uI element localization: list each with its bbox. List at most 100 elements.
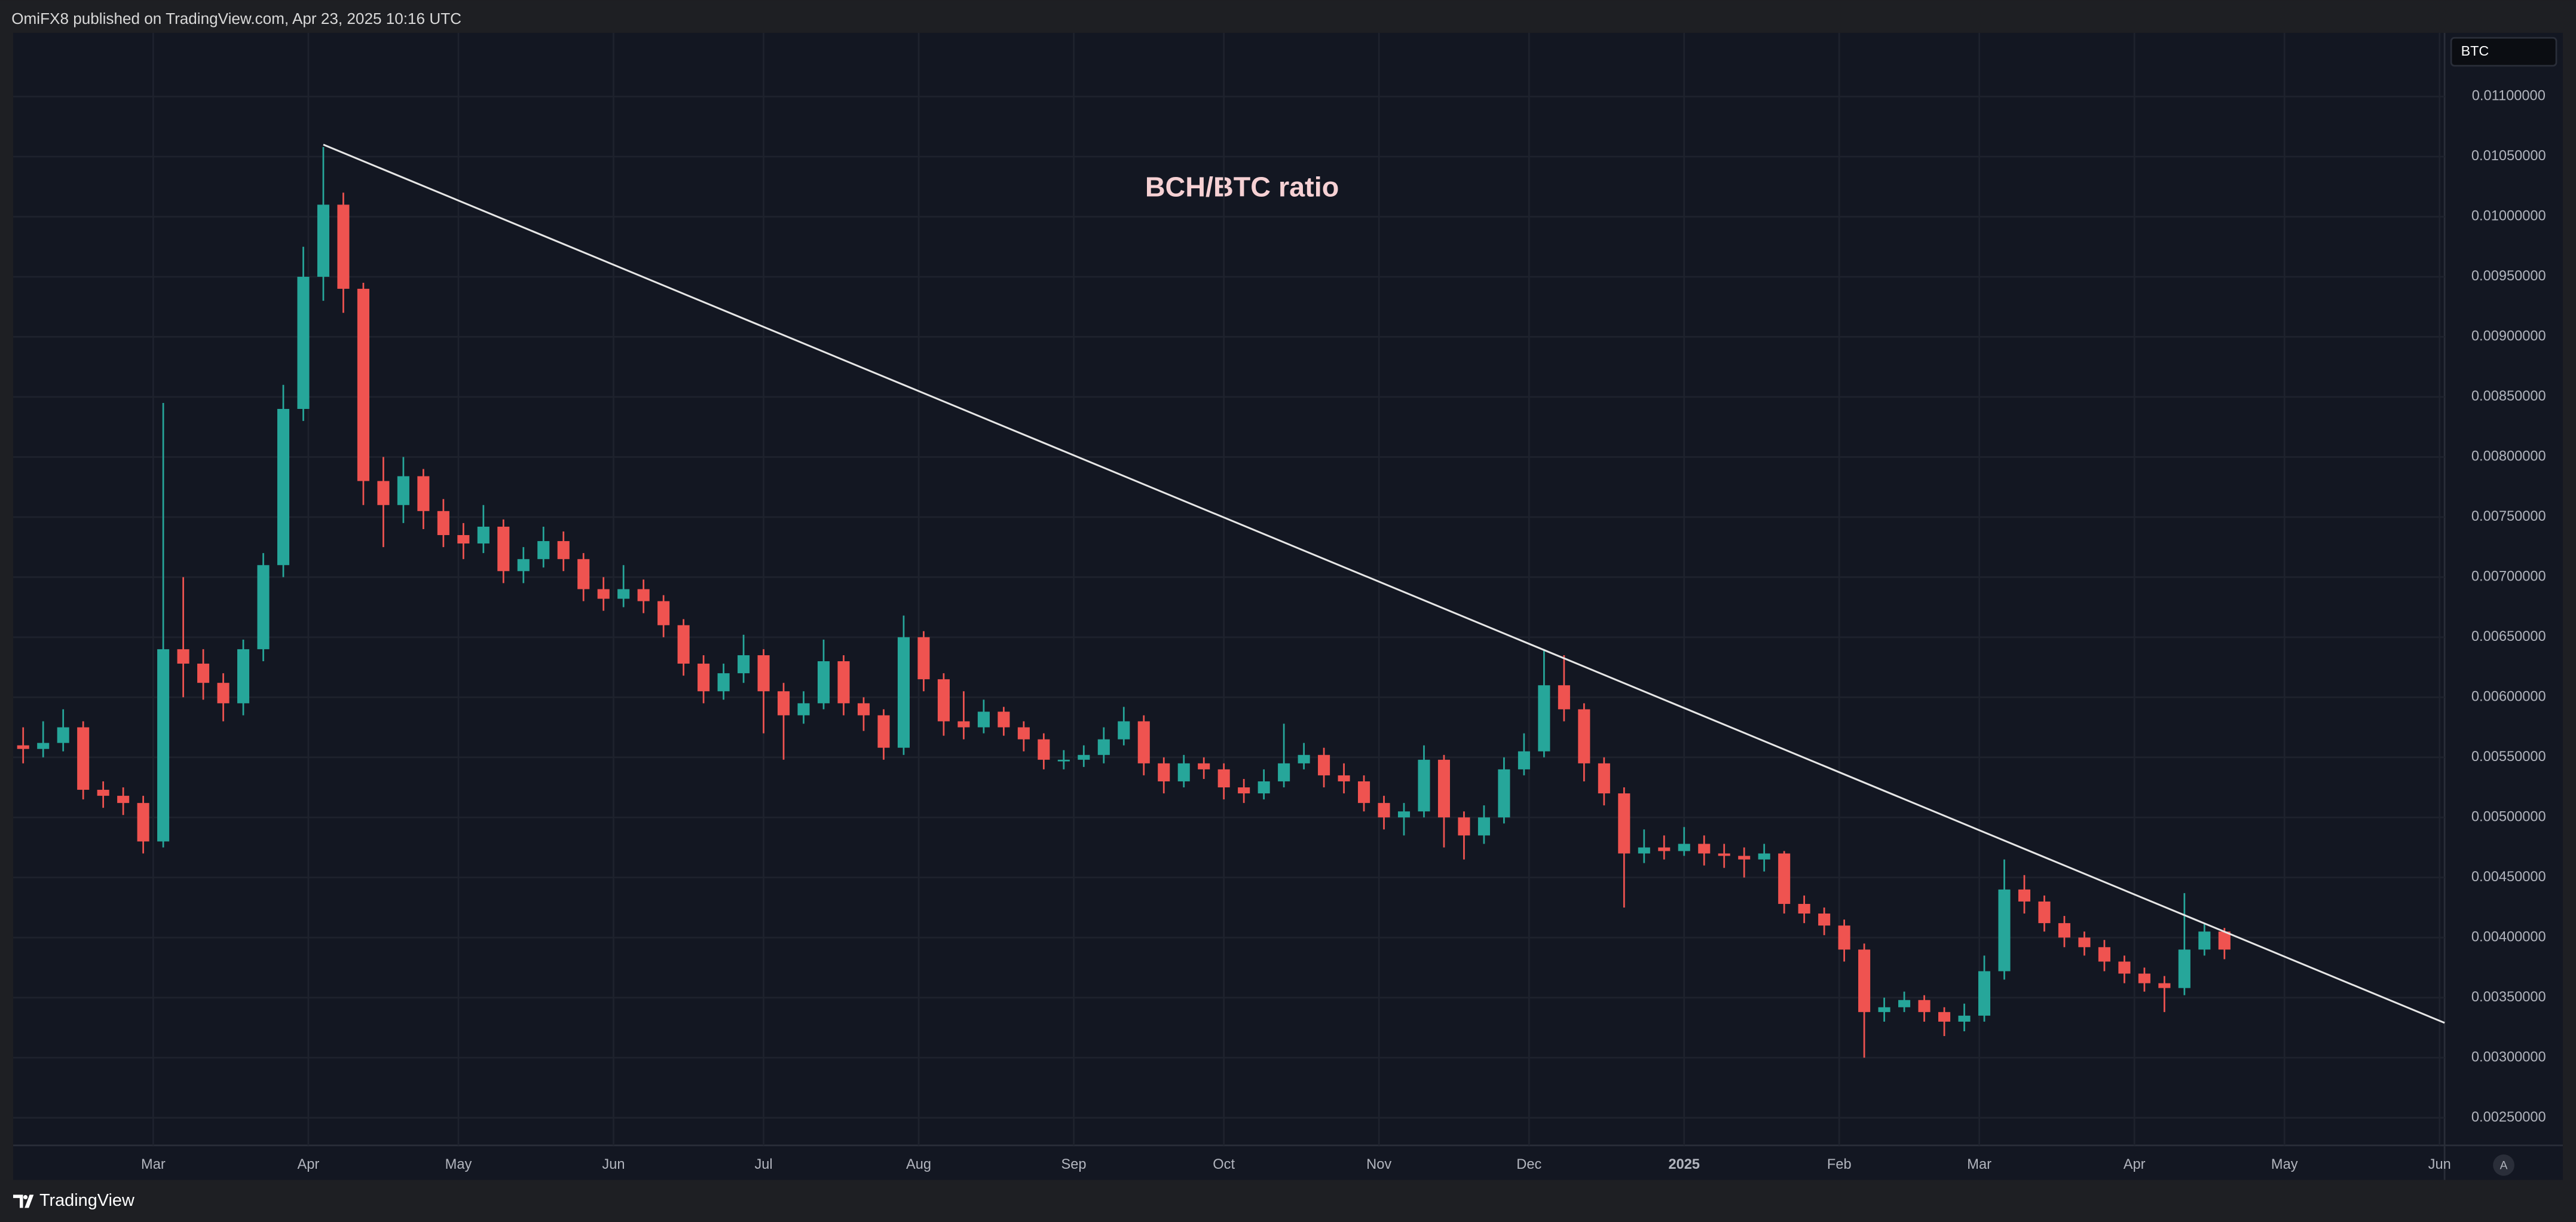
candle-body	[2018, 889, 2031, 902]
auto-scale-label[interactable]: A	[2500, 1159, 2508, 1172]
y-tick-label: 0.00800000	[2471, 449, 2546, 465]
y-tick-label: 0.00450000	[2471, 869, 2546, 885]
candle-body	[17, 745, 29, 749]
candle-body	[1238, 787, 1250, 794]
candle-body	[897, 637, 910, 748]
y-tick-label: 0.00900000	[2471, 329, 2546, 344]
candle-body	[1418, 759, 1430, 812]
candle-body	[597, 589, 610, 599]
candle-body	[257, 565, 270, 649]
candle-body	[277, 409, 290, 566]
candle-body	[757, 655, 770, 692]
y-tick-label: 0.00350000	[2471, 989, 2546, 1005]
candle-body	[1038, 739, 1050, 760]
candle-body	[1158, 763, 1170, 781]
candle-body	[497, 526, 510, 572]
candle-body	[1718, 853, 1730, 856]
logo-dot	[23, 1194, 28, 1200]
grid	[13, 32, 2445, 1145]
candle-body	[197, 664, 210, 683]
candle-body	[1778, 853, 1791, 904]
candle-body	[817, 661, 830, 704]
y-tick-label: 0.00850000	[2471, 389, 2546, 404]
x-tick-label: 2025	[1668, 1157, 1700, 1172]
x-tick-label: May	[2271, 1157, 2298, 1172]
candle-body	[917, 637, 930, 680]
candle-body	[1097, 739, 1110, 755]
x-tick-label: Apr	[2124, 1157, 2146, 1172]
candle-body	[1518, 751, 1530, 769]
candle-body	[137, 803, 149, 842]
candle-body	[297, 276, 310, 410]
candle-body	[957, 721, 970, 728]
candle-body	[1477, 817, 1490, 836]
y-tick-label: 0.01050000	[2471, 148, 2546, 164]
candle-body	[877, 715, 890, 748]
candle-body	[1558, 685, 1570, 710]
candle-body	[1538, 685, 1550, 751]
candle-body	[1898, 1000, 1911, 1007]
candle-body	[637, 589, 650, 601]
x-tick-label: Jun	[2428, 1157, 2451, 1172]
candle-body	[337, 204, 350, 289]
candle-body	[97, 790, 109, 796]
candle-body	[2218, 931, 2231, 950]
candle-body	[357, 289, 369, 481]
candle-body	[1738, 856, 1751, 860]
candle-body	[738, 655, 750, 674]
tradingview-logo	[13, 1194, 34, 1208]
candle-body	[697, 664, 710, 692]
x-tick-label: Aug	[906, 1157, 931, 1172]
x-tick-label: Feb	[1827, 1157, 1852, 1172]
candle-body	[1177, 763, 1190, 781]
y-tick-label: 0.00700000	[2471, 569, 2546, 585]
y-tick-label: 0.00250000	[2471, 1110, 2546, 1125]
candle-body	[1298, 754, 1310, 763]
candle-body	[657, 601, 670, 625]
candle-body	[537, 541, 550, 560]
x-tick-label: Jul	[754, 1157, 772, 1172]
candle-body	[1978, 971, 1991, 1016]
candle-body	[117, 796, 130, 804]
candle-body	[1458, 817, 1470, 836]
candle-body	[477, 526, 489, 544]
candle-body	[1938, 1012, 1951, 1022]
auto-scale-button[interactable]	[2493, 1154, 2514, 1176]
chart-area	[13, 32, 2563, 1180]
candle-body	[977, 711, 990, 728]
candle-body	[1838, 925, 1850, 950]
candle-body	[1198, 763, 1210, 769]
candle-body	[1378, 803, 1390, 818]
x-tick-label: Sep	[1061, 1157, 1087, 1172]
candle-body	[617, 589, 630, 599]
candle-body	[1638, 847, 1650, 854]
candle-body	[177, 649, 189, 664]
x-tick-label: May	[445, 1157, 472, 1172]
candle-body	[937, 679, 950, 722]
symbol-box	[2450, 36, 2557, 67]
candle-body	[677, 625, 690, 664]
candle-body	[1658, 847, 1671, 851]
candle-body	[377, 481, 390, 505]
candle-body	[1858, 949, 1871, 1012]
y-tick-label: 0.00550000	[2471, 749, 2546, 765]
candle-body	[1798, 903, 1810, 914]
candle-body	[1698, 844, 1711, 854]
header-text: OmiFX8 published on TradingView.com, Apr…	[11, 10, 461, 28]
candle-body	[1217, 769, 1230, 788]
candle-body	[1338, 775, 1350, 781]
candle-body	[237, 649, 250, 704]
candle-body	[1678, 844, 1690, 851]
candle-body	[1437, 759, 1451, 818]
candle-body	[317, 204, 330, 277]
candle-body	[517, 559, 530, 572]
candle-body	[1818, 914, 1831, 926]
candle-body	[577, 559, 590, 589]
candle-body	[1397, 811, 1411, 818]
candle-body	[1758, 853, 1770, 860]
candle-body	[457, 535, 470, 544]
plot	[17, 143, 2445, 1058]
chart-title: BCH/BTC ratio	[1145, 171, 1339, 202]
y-tick-label: 0.01000000	[2471, 209, 2546, 224]
